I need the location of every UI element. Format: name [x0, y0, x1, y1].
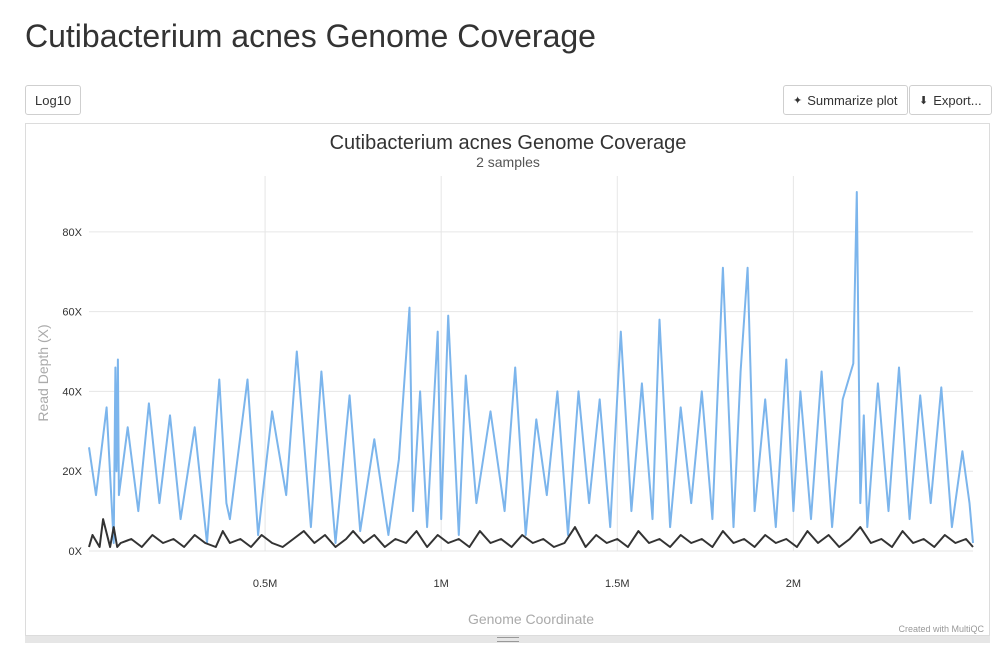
series-line-1[interactable] [88, 191, 974, 544]
resize-grip-icon [497, 637, 519, 642]
series-line-2[interactable] [88, 518, 974, 548]
y-tick-label: 60X [62, 307, 82, 319]
credit-text: Created with MultiQC [898, 624, 984, 634]
y-tick-label: 20X [62, 466, 82, 478]
chart-subtitle: 2 samples [476, 154, 540, 170]
export-label: Export... [933, 92, 982, 108]
sparkle-icon: ✦ [793, 94, 803, 107]
axes: 0X 20X 40X 60X 80X 0.5M 1M 1.5M 2M [62, 227, 801, 590]
x-tick-label: 1M [434, 578, 449, 590]
summarize-plot-button[interactable]: ✦ Summarize plot [783, 85, 908, 115]
grid [89, 176, 973, 552]
page-title: Cutibacterium acnes Genome Coverage [25, 18, 596, 54]
coverage-chart[interactable]: 0X 20X 40X 60X 80X 0.5M 1M 1.5M 2M Cutibacterium… [26, 124, 989, 635]
y-tick-label: 0X [69, 546, 83, 558]
x-tick-label: 0.5M [253, 578, 277, 590]
resize-handle[interactable] [25, 636, 990, 643]
series-layer [88, 191, 974, 548]
log10-label: Log10 [35, 92, 72, 108]
download-icon: ⬇ [919, 94, 929, 107]
plot-container[interactable]: 0X 20X 40X 60X 80X 0.5M 1M 1.5M 2M Cutibacterium… [25, 123, 990, 636]
x-tick-label: 2M [786, 578, 801, 590]
y-tick-label: 80X [62, 227, 82, 239]
log10-toggle-button[interactable]: Log10 [25, 85, 82, 115]
y-axis-title: Read Depth (X) [35, 324, 51, 421]
summarize-plot-label: Summarize plot [807, 92, 898, 108]
y-tick-label: 40X [62, 386, 82, 398]
x-axis-title: Genome Coordinate [468, 611, 594, 627]
chart-title: Cutibacterium acnes Genome Coverage [330, 132, 687, 154]
export-button[interactable]: ⬇ Export... [909, 85, 992, 115]
x-tick-label: 1.5M [605, 578, 629, 590]
